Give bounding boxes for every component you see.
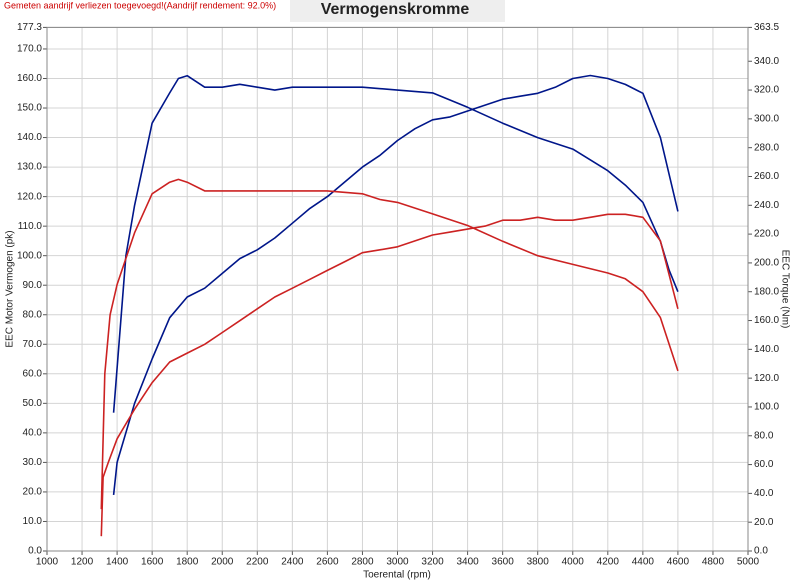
y2-tick-label: 300.0 [754,114,779,125]
y2-tick-label: 220.0 [754,229,779,240]
x-tick-label: 4800 [702,557,725,568]
y-tick-label: 60.0 [23,368,43,379]
y2-axis-label: EEC Torque (Nm) [779,250,790,329]
y2-tick-label: 363.5 [754,22,779,33]
x-tick-label: 1000 [36,557,59,568]
y-tick-label: 0.0 [28,546,42,557]
y2-tick-label: 60.0 [754,459,774,470]
x-tick-label: 4600 [667,557,690,568]
plot-frame [46,26,749,552]
y-tick-label: 70.0 [23,339,43,350]
x-tick-label: 2600 [316,557,339,568]
series-line [100,178,679,510]
y-tick-label: 50.0 [23,398,43,409]
note: Gemeten aandrijf verliezen toegevoegd!(A… [4,0,276,10]
y2-tick-label: 240.0 [754,200,779,211]
y2-tick-label: 80.0 [754,430,774,441]
y-tick-label: 80.0 [23,309,43,320]
y2-tick-label: 200.0 [754,258,779,269]
y-tick-label: 110.0 [18,221,43,232]
y2-tick-label: 180.0 [754,286,779,297]
y-tick-label: 150.0 [17,103,42,114]
y-tick-label: 10.0 [23,516,43,527]
y-tick-label: 130.0 [17,162,42,173]
x-tick-label: 1800 [176,557,199,568]
y2-tick-label: 20.0 [754,517,774,528]
y2-tick-label: 120.0 [754,373,779,384]
x-tick-label: 3600 [492,557,515,568]
x-tick-label: 3000 [386,557,409,568]
y-tick-label: 20.0 [23,487,43,498]
x-tick-label: 4200 [597,557,620,568]
x-tick-label: 3800 [527,557,550,568]
x-tick-label: 4000 [562,557,585,568]
y-tick-label: 30.0 [23,457,43,468]
y-tick-label: 100.0 [17,250,42,261]
series-line [100,213,679,537]
y-tick-label: 40.0 [23,428,43,439]
y2-tick-label: 320.0 [754,85,779,96]
y2-tick-label: 280.0 [754,142,779,153]
y2-tick-label: 260.0 [754,171,779,182]
y-tick-label: 140.0 [17,132,42,143]
y-tick-label: 177.3 [17,22,42,33]
x-tick-label: 1600 [141,557,164,568]
x-tick-label: 2400 [281,557,304,568]
y2-tick-label: 160.0 [754,315,779,326]
y-tick-label: 90.0 [23,280,43,291]
x-tick-label: 5000 [737,557,760,568]
x-tick-label: 4400 [632,557,655,568]
chart-title: Vermogenskromme [321,1,470,18]
y2-tick-label: 140.0 [754,344,779,355]
x-tick-label: 2000 [211,557,234,568]
title-box [290,0,505,22]
y-axis-label: EEC Motor Vermogen (pk) [5,230,16,347]
x-tick-label: 2800 [351,557,374,568]
y2-tick-label: 340.0 [754,56,779,67]
y2-tick-label: 100.0 [754,402,779,413]
y2-tick-label: 40.0 [754,488,774,499]
x-tick-label: 3400 [456,557,479,568]
y-tick-label: 170.0 [17,44,42,55]
series-line [112,74,679,413]
series-line [112,74,679,495]
y2-tick-label: 0.0 [754,546,768,557]
x-axis-label: Toerental (rpm) [363,570,431,581]
x-tick-label: 1400 [106,557,129,568]
x-tick-label: 2200 [246,557,269,568]
y-tick-label: 120.0 [17,191,42,202]
y-tick-label: 160.0 [17,73,42,84]
x-tick-label: 1200 [71,557,94,568]
x-tick-label: 3200 [421,557,444,568]
